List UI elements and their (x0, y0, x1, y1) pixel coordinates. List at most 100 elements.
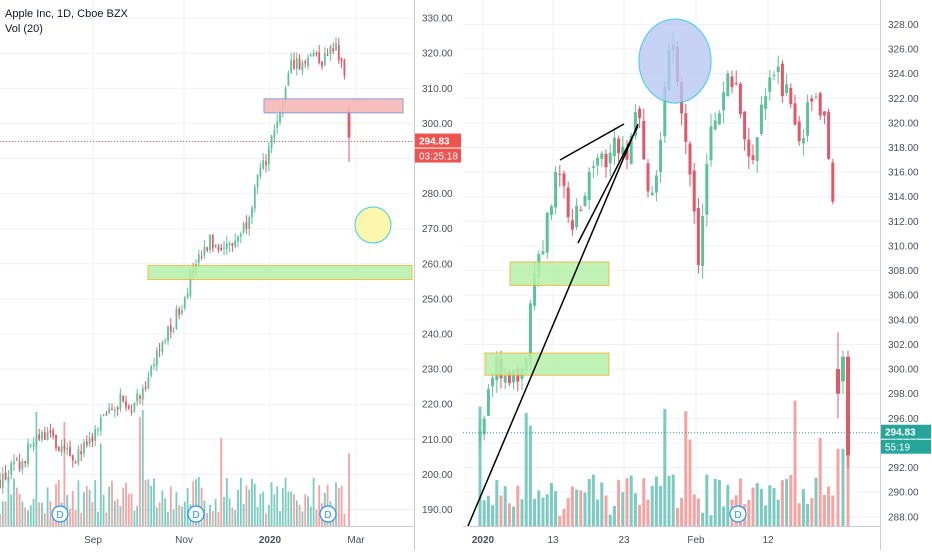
y-tick-label: 320.00 (888, 118, 919, 129)
volume-bar (309, 506, 312, 526)
candle-body (225, 243, 228, 250)
candle-body (337, 44, 340, 61)
volume-bar (827, 486, 831, 526)
volume-bar (705, 474, 709, 526)
candle-body (482, 418, 486, 435)
candle-body (846, 356, 850, 456)
candle-body (97, 429, 99, 431)
y-tick-label: 304.00 (888, 315, 919, 326)
volume-bar (144, 480, 147, 526)
volume-bar (273, 494, 276, 526)
candle-body (32, 442, 35, 447)
y-tick-label: 330.00 (422, 14, 453, 25)
y-tick-label: 190.00 (422, 505, 453, 516)
volume-bar (621, 492, 625, 526)
volume-bar (558, 515, 562, 526)
volume-indicator-label[interactable]: Vol (20) (5, 23, 43, 35)
dividend-marker (319, 505, 337, 523)
volume-bar (214, 499, 217, 526)
volume-bar (579, 490, 583, 526)
volume-bar (486, 495, 490, 526)
y-tick-label: 322.00 (888, 94, 919, 105)
volume-bar (175, 492, 178, 526)
candle-body (18, 461, 21, 470)
volume-bar (197, 476, 200, 526)
volume-bar (242, 503, 245, 526)
candle-body (125, 401, 127, 408)
candle-body (629, 135, 633, 164)
candle-body (604, 153, 608, 168)
volume-bar (503, 486, 507, 526)
trend-line (467, 123, 639, 527)
volume-bar (251, 478, 253, 526)
volume-bar (688, 439, 692, 526)
countdown-tag (881, 439, 931, 454)
volume-bar (600, 482, 604, 526)
candle-body (139, 395, 141, 399)
candle-body (301, 62, 304, 71)
volume-bar (537, 490, 541, 526)
volume-bar (612, 506, 616, 526)
candle-body (183, 297, 186, 308)
candle-body (347, 109, 351, 138)
volume-bar (633, 493, 637, 526)
candle-body (512, 369, 516, 383)
x-tick-label: 12 (762, 535, 774, 546)
candle-body (768, 77, 772, 92)
candle-body (743, 111, 747, 140)
volume-bar (789, 475, 793, 526)
candle-body (789, 87, 793, 105)
volume-bar (220, 437, 223, 526)
candle-body (806, 102, 810, 136)
volume-bar (267, 504, 270, 526)
candle-body (841, 356, 845, 382)
volume-bar (147, 479, 150, 526)
symbol-title[interactable]: Apple Inc, 1D, Cboe BZX (5, 8, 128, 20)
candle-body (554, 171, 558, 208)
volume-bar (158, 502, 161, 526)
volume-bar (270, 482, 273, 526)
candle-body (167, 326, 169, 341)
volume-bar (57, 479, 60, 526)
highlight-circle-yellow (354, 206, 392, 244)
volume-bar (524, 412, 528, 526)
candle-body (633, 112, 637, 136)
volume-bar (91, 502, 94, 526)
volume-bar (178, 505, 181, 526)
candle-body (35, 435, 38, 445)
volume-bar (108, 486, 111, 526)
y-tick-label: 302.00 (888, 340, 919, 351)
volume-bar (570, 486, 574, 526)
volume-bar (206, 512, 209, 526)
candle-body (696, 208, 700, 266)
candle-body (265, 161, 267, 166)
candle-body (772, 75, 776, 77)
volume-bar (116, 499, 119, 526)
y-tick-label: 250.00 (422, 294, 453, 305)
candle-body (814, 96, 818, 98)
volume-bar (94, 480, 97, 526)
volume-bar (153, 478, 155, 526)
candle-body (684, 113, 688, 142)
volume-bar (1, 501, 4, 526)
volume-bar (747, 499, 751, 526)
candle-body (27, 443, 29, 464)
candle-body (625, 149, 629, 160)
volume-bar (169, 486, 172, 526)
volume-bar (111, 480, 113, 526)
candle-body (38, 434, 41, 440)
volume-bar (654, 476, 658, 526)
volume-bar (764, 505, 768, 526)
candle-body (738, 83, 742, 115)
candle-body (638, 108, 642, 118)
volume-bar (276, 486, 279, 526)
candle-body (315, 52, 318, 55)
candle-body (60, 446, 63, 453)
candle-body (83, 442, 85, 454)
candle-body (136, 393, 139, 402)
volume-bar (713, 478, 717, 526)
candle-body (717, 113, 721, 125)
